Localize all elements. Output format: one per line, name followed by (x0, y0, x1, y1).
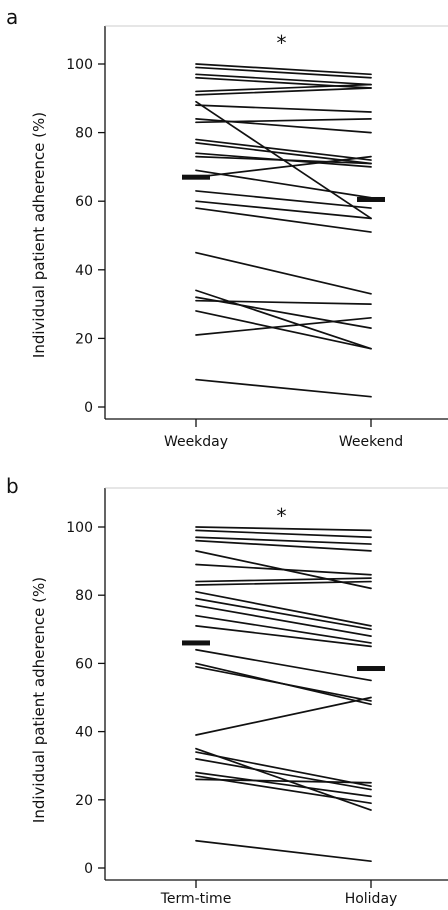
patient-line (195, 378, 372, 398)
panel-label: a (6, 5, 18, 29)
patient-line (195, 87, 372, 96)
y-axis-title: Individual patient adherence (%) (30, 112, 48, 358)
y-tick-label: 0 (84, 400, 93, 416)
y-tick-label: 20 (75, 331, 93, 347)
panel-label: b (6, 474, 19, 498)
mean-marker-left (182, 174, 210, 180)
patient-line (195, 207, 372, 233)
patient-line (195, 104, 372, 113)
significance-marker: * (277, 31, 287, 55)
patient-line (195, 536, 372, 545)
patient-line (195, 771, 372, 798)
patient-line (195, 63, 372, 76)
y-tick-label: 80 (75, 126, 93, 142)
patient-line (195, 299, 372, 305)
patient-line (195, 83, 372, 93)
patient-line (195, 169, 372, 199)
patient-line (195, 758, 372, 791)
patient-line (195, 155, 372, 165)
patient-line (195, 190, 372, 209)
patient-line (195, 590, 372, 627)
patient-line (195, 648, 372, 682)
patient-line (195, 526, 372, 532)
y-tick-label: 100 (66, 520, 93, 536)
y-tick-label: 60 (75, 656, 93, 672)
mean-marker-right (357, 666, 385, 672)
y-tick-label: 60 (75, 194, 93, 210)
patient-line (195, 747, 372, 811)
x-tick-label: Term-time (160, 891, 232, 907)
significance-marker: * (277, 504, 287, 528)
y-tick-label: 20 (75, 793, 93, 809)
y-tick-label: 80 (75, 588, 93, 604)
y-axis-title: Individual patient adherence (%) (30, 577, 48, 823)
patient-line (195, 289, 372, 350)
patient-line (195, 529, 372, 539)
panel-a: a 0 20 40 60 80 100 Weekday Weekend Individual pa… (6, 5, 448, 450)
mean-marker-right (357, 196, 385, 202)
patient-line (195, 665, 372, 702)
patient-line (195, 614, 372, 644)
patient-line (195, 66, 372, 79)
patient-line (195, 696, 372, 736)
y-tick-label: 100 (66, 57, 93, 73)
patient-line (195, 251, 372, 295)
patient-line (195, 73, 372, 86)
patient-line (195, 118, 372, 124)
panel-b: b 0 20 40 60 80 100 Term-time Holiday Individual … (6, 474, 448, 907)
patient-line (195, 751, 372, 788)
y-tick-label: 0 (84, 861, 93, 877)
patient-line (195, 310, 372, 350)
patient-line (195, 539, 372, 552)
y-tick-label: 40 (75, 263, 93, 279)
patient-line (195, 778, 372, 784)
patient-line (195, 563, 372, 576)
patient-line (195, 625, 372, 648)
patient-line (195, 597, 372, 631)
patient-line (195, 604, 372, 637)
mean-marker-left (182, 640, 210, 646)
patient-line (195, 839, 372, 863)
patient-line (195, 580, 372, 586)
x-tick-label: Weekday (164, 434, 228, 450)
patient-line (195, 155, 372, 179)
x-tick-label: Weekend (339, 434, 403, 450)
patient-line (195, 200, 372, 220)
patient-line (195, 316, 372, 336)
patient-line (195, 577, 372, 583)
patient-line (195, 138, 372, 161)
y-tick-label: 40 (75, 725, 93, 741)
patient-line (195, 296, 372, 329)
x-tick-label: Holiday (345, 891, 398, 907)
